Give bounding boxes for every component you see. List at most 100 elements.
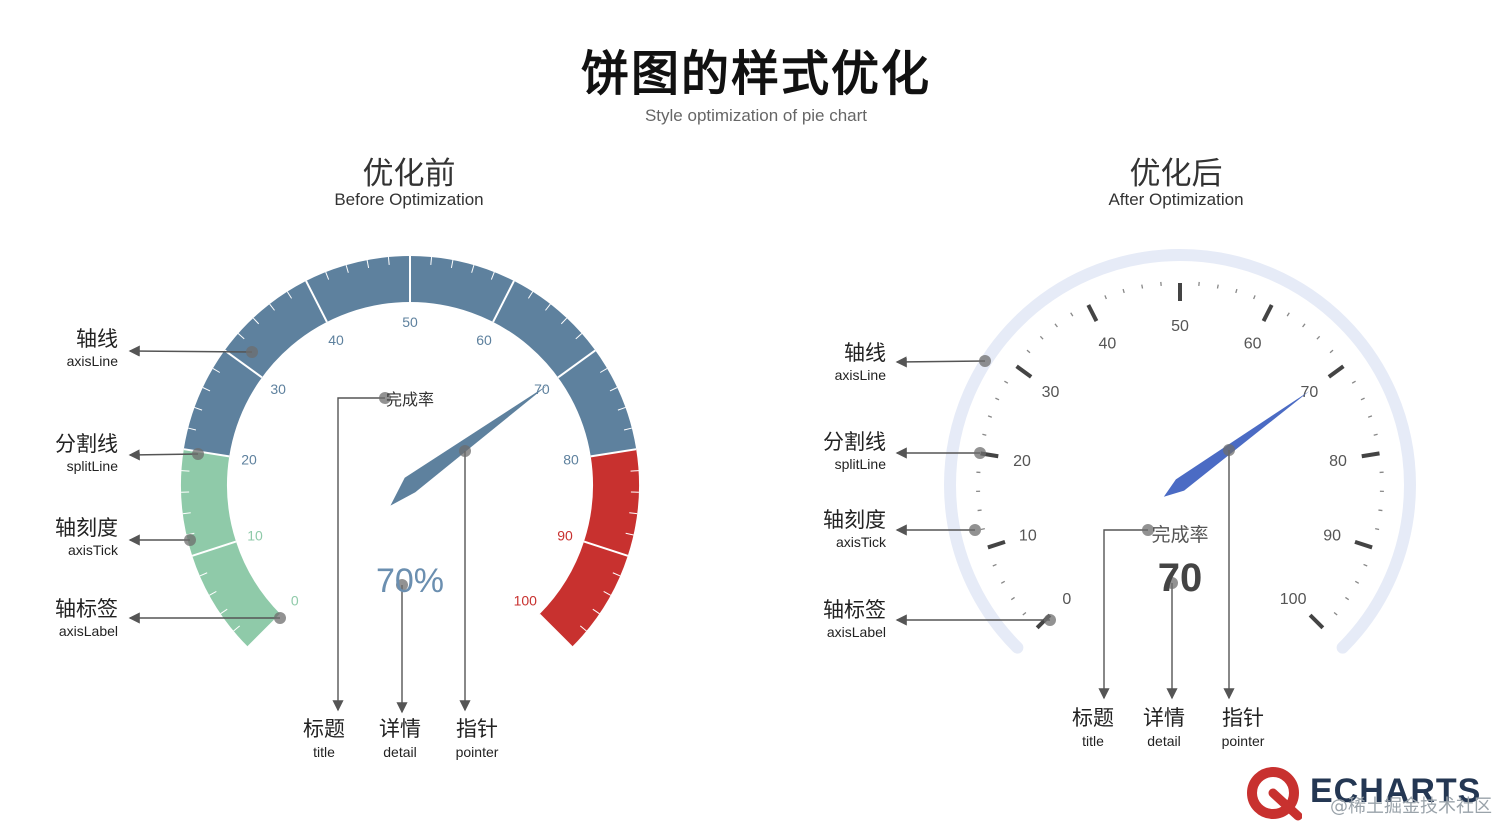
axis-tick [325, 271, 330, 280]
axis-tick [1302, 323, 1306, 328]
axis-label: 50 [1171, 318, 1189, 335]
after-gauge-detail: 70 [1157, 556, 1203, 600]
arrow-title-dot [1142, 524, 1154, 536]
axis-tick [1022, 611, 1027, 616]
axis-tick [188, 427, 197, 431]
axis-tick [1333, 611, 1338, 616]
axis-tick [1235, 288, 1238, 294]
axis-tick [1039, 335, 1044, 340]
axis-label: 100 [514, 592, 538, 608]
axis-label: 100 [1280, 591, 1307, 608]
axis-tick [366, 259, 370, 269]
after-label-pointer: 指针 pointer [1221, 706, 1265, 749]
axis-tick [1345, 596, 1350, 601]
arrow-title [332, 397, 385, 712]
axis-tick [527, 291, 534, 299]
axis-tick [980, 527, 985, 531]
axis-tick [1010, 596, 1015, 601]
after-label-detail: 详情 detail [1143, 706, 1185, 749]
axis-tick [430, 256, 433, 266]
split-line [224, 349, 263, 379]
arrow-splitline-dot [192, 448, 204, 460]
before-label-detail: 详情 detail [379, 717, 421, 760]
arrow-pointer-dot [459, 445, 471, 457]
split-line [492, 280, 515, 323]
axis-tick [617, 406, 626, 411]
pointer [390, 385, 548, 506]
axis-tick [1070, 312, 1074, 317]
axis-tick [286, 291, 293, 299]
arrow-splitline-dot [974, 447, 986, 459]
axis-label: 60 [1244, 335, 1262, 352]
before-label-axistick: 轴刻度 axisTick [55, 516, 118, 558]
axis-tick [1316, 335, 1321, 340]
axis-tick [623, 427, 632, 431]
echarts-logo-icon [1247, 767, 1302, 821]
axis-tick [1286, 312, 1290, 317]
axis-tick [987, 415, 993, 418]
before-gauge-title: 完成率 [385, 390, 434, 409]
axis-tick [1141, 284, 1144, 289]
axis-tick [629, 512, 638, 515]
axis-tick [233, 625, 241, 632]
axis-tick [982, 433, 987, 436]
split-line [1361, 451, 1380, 459]
axis-tick [560, 317, 568, 325]
split-line [1261, 304, 1274, 322]
axis-label: 10 [247, 527, 263, 543]
arrow-pointer-dot [1223, 444, 1235, 456]
before-label-splitline: 分割线 splitLine [55, 432, 118, 474]
axis-tick [1026, 349, 1031, 354]
axis-tick [1363, 563, 1368, 567]
axis-tick [592, 608, 600, 615]
before-label-title: 标题 title [303, 717, 345, 760]
echarts-logo-text: ECHARTS [1310, 772, 1482, 810]
axis-label: 90 [557, 527, 573, 543]
before-gauge-detail: 70% [375, 562, 445, 600]
arrow-detail-dot [396, 579, 408, 591]
axis-tick [1360, 397, 1365, 401]
after-label-title: 标题 title [1072, 706, 1114, 749]
axis-tick [252, 317, 260, 325]
arrow-axisline [895, 356, 986, 368]
axis-label: 10 [1019, 527, 1037, 544]
axis-tick [1000, 580, 1006, 584]
axis-label: 30 [1042, 384, 1060, 401]
after-label-axistick: 轴刻度 axisTick [823, 508, 886, 550]
after-label-splitline: 分割线 splitLine [823, 430, 886, 472]
axis-tick [490, 271, 495, 280]
axis-tick [345, 264, 349, 273]
axis-tick [977, 509, 982, 512]
axis-tick [471, 264, 475, 273]
axis-label: 50 [402, 314, 418, 330]
axis-label: 0 [291, 592, 299, 608]
axis-label: 80 [563, 452, 579, 468]
split-line [538, 613, 573, 648]
axis-label: 20 [1013, 453, 1031, 470]
before-label-axislabel: 轴标签 axisLabel [55, 597, 118, 639]
split-line [557, 349, 596, 379]
watermark: @稀土掘金技术社区 [1330, 796, 1492, 817]
split-line [1354, 539, 1373, 550]
axis-tick [1378, 509, 1383, 512]
page-title: 饼图的样式优化 [580, 46, 931, 102]
arrow-axisline [128, 345, 253, 357]
after-label-axislabel: 轴标签 axisLabel [823, 598, 886, 640]
axis-tick [630, 470, 639, 472]
axis-label: 60 [476, 332, 492, 348]
split-line [183, 448, 230, 458]
arrow-detail-dot [1166, 577, 1178, 589]
axis-tick [450, 259, 454, 269]
axis-tick [575, 333, 583, 340]
after-gauge: 0 10 20 30 40 50 60 70 80 90 100 [944, 248, 1416, 654]
axis-label: 30 [270, 381, 286, 397]
page-subtitle: Style optimization of pie chart [644, 106, 868, 125]
axis-tick [612, 572, 621, 577]
axis-tick [269, 303, 275, 311]
arrow-axistick-dot [184, 534, 196, 546]
axis-tick [1373, 433, 1378, 436]
split-line [590, 448, 637, 458]
axis-line [944, 248, 1416, 654]
axis-tick [212, 367, 221, 373]
